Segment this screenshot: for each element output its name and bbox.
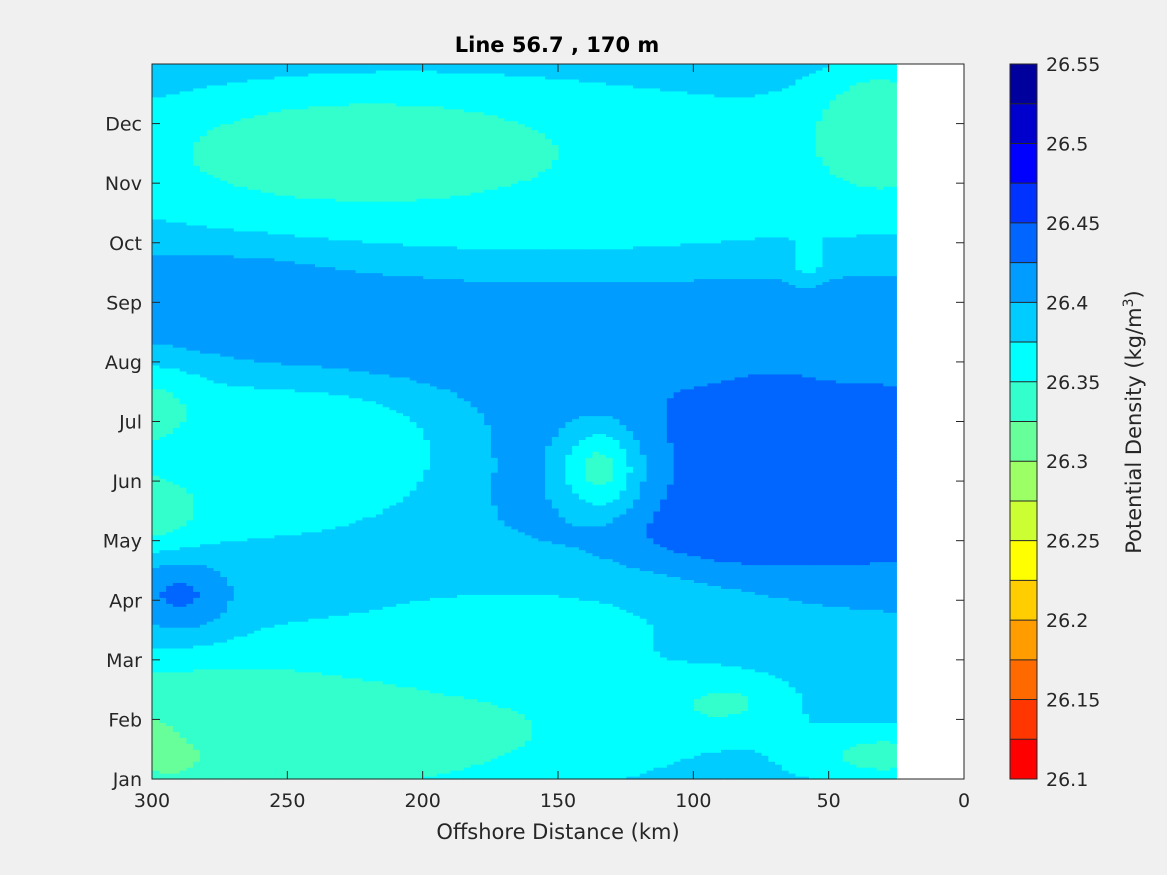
density-heatmap xyxy=(152,64,897,780)
chart-title: Line 56.7 , 170 m xyxy=(455,33,660,57)
